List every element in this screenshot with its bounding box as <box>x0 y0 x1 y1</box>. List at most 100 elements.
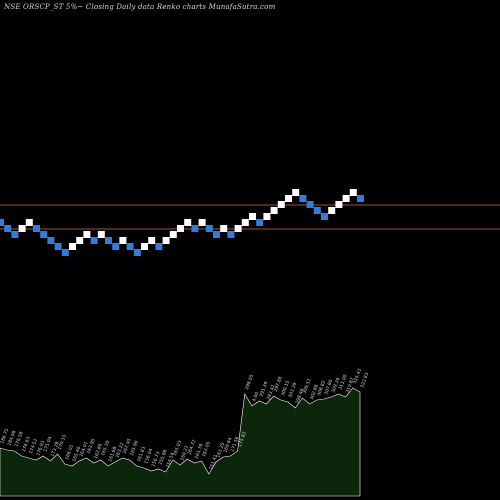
volume-label: 298.05 <box>244 374 255 391</box>
volume-label: 163.95 <box>86 438 97 455</box>
renko-brick <box>184 219 192 226</box>
renko-brick <box>126 243 134 250</box>
renko-brick <box>321 213 328 220</box>
volume-label: 4.00 <box>251 391 260 403</box>
volume-label: 163.22 <box>114 442 125 459</box>
renko-brick <box>277 201 285 208</box>
volume-label: 151.41 <box>208 454 219 471</box>
renko-brick <box>241 219 249 226</box>
volume-area <box>0 387 361 497</box>
volume-label: 307.80 <box>323 379 334 396</box>
renko-brick <box>105 237 112 244</box>
volume-label: 161.83 <box>136 446 147 463</box>
volume-label: 161.78 <box>194 443 205 460</box>
volume-label: 154.54 <box>165 452 176 469</box>
renko-brick <box>119 237 127 244</box>
volume-label: 164.01 <box>78 441 89 458</box>
renko-brick <box>18 225 26 232</box>
renko-brick <box>357 195 364 202</box>
renko-brick <box>4 225 12 232</box>
volume-label: 303.39 <box>287 382 298 399</box>
volume-label: 163.05 <box>201 441 212 458</box>
volume-label: 302.88 <box>309 384 320 401</box>
volume-label: 309.26 <box>330 377 341 394</box>
volume-label: 175.04 <box>42 436 53 453</box>
volume-label: 297.88 <box>273 376 284 393</box>
renko-brick <box>191 225 199 232</box>
volume-label: 167.45 <box>122 438 133 455</box>
renko-brick <box>198 219 206 226</box>
volume-label: 169.64 <box>222 437 233 454</box>
renko-brick <box>83 231 91 238</box>
volume-label: 176.63 <box>21 436 32 453</box>
renko-brick <box>112 243 120 250</box>
renko-brick <box>47 237 55 244</box>
renko-brick <box>349 189 357 196</box>
renko-brick <box>328 207 336 214</box>
renko-brick <box>148 237 156 244</box>
renko-brick <box>155 243 163 250</box>
renko-brick <box>169 231 177 238</box>
volume-label: 186.75 <box>0 428 10 445</box>
renko-brick <box>299 195 307 202</box>
volume-label: 165.90 <box>129 440 140 457</box>
volume-label: 166.01 <box>64 444 75 461</box>
renko-brick <box>177 225 184 232</box>
volume-label: 155.88 <box>158 449 169 466</box>
renko-brick <box>234 225 242 232</box>
volume-label: 156.73 <box>150 451 161 468</box>
volume-label: 325.43 <box>352 368 363 385</box>
volume-label: 309.51 <box>302 378 313 395</box>
renko-brick <box>342 195 350 202</box>
volume-label: 165.30 <box>100 440 111 457</box>
volume-label: 160.27 <box>179 445 190 462</box>
volume-label: 164.72 <box>186 439 197 456</box>
renko-brick <box>205 225 213 232</box>
renko-brick <box>97 231 105 238</box>
renko-brick <box>11 231 19 238</box>
renko-brick <box>249 213 256 220</box>
volume-label: 165.03 <box>172 440 183 457</box>
renko-brick <box>40 231 48 238</box>
renko-brick <box>61 249 69 256</box>
volume-label: 291.39 <box>258 381 269 398</box>
renko-brick <box>306 201 314 208</box>
chart-title: NSE ORSCP_ST 5%~ Closing Daily data Renk… <box>4 3 276 11</box>
renko-brick <box>270 207 278 214</box>
renko-brick <box>141 243 148 250</box>
volume-label: 171.56 <box>230 436 241 453</box>
renko-brick <box>285 195 292 202</box>
volume-label: 178.58 <box>14 431 25 448</box>
volume-label: 175.82 <box>237 431 248 448</box>
volume-label: 170.15 <box>57 434 68 451</box>
renko-brick <box>133 249 141 256</box>
renko-brick <box>162 237 170 244</box>
volume-label: 322.83 <box>359 372 370 389</box>
renko-brick <box>292 189 300 196</box>
volume-label: 300.15 <box>280 380 291 397</box>
volume-label: 174.51 <box>28 438 39 455</box>
renko-brick <box>263 213 271 220</box>
renko-brick <box>54 243 62 250</box>
volume-label: 283.41 <box>266 384 277 401</box>
renko-brick <box>0 219 4 226</box>
renko-brick <box>335 201 343 208</box>
renko-brick <box>33 225 40 232</box>
volume-label: 310.87 <box>345 377 356 394</box>
volume-label: 165.40 <box>71 446 82 463</box>
renko-brick <box>25 219 33 226</box>
volume-label: 184.08 <box>6 430 17 447</box>
renko-brick <box>76 237 84 244</box>
volume-label: 163.25 <box>215 442 226 459</box>
volume-label: 298.46 <box>294 388 305 405</box>
volume-label: 161.68 <box>107 446 118 463</box>
renko-brick <box>213 231 220 238</box>
volume-label: 162.86 <box>93 443 104 460</box>
renko-brick <box>313 207 321 214</box>
volume-label: 173.28 <box>50 441 61 458</box>
volume-label: 308.82 <box>316 380 327 397</box>
volume-label: 156.04 <box>143 448 154 465</box>
renko-brick <box>220 225 228 232</box>
volume-label: 313.00 <box>338 374 349 391</box>
